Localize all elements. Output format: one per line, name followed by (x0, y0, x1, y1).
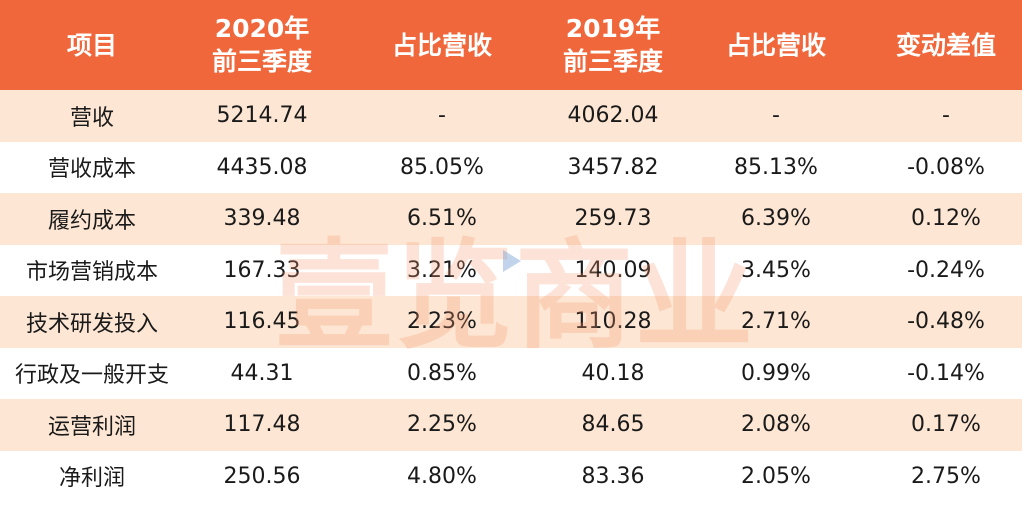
cell-diff: 0.12% (870, 193, 1022, 245)
cell-p2020: 0.85% (340, 347, 544, 399)
table-row: 技术研发投入 116.45 2.23% 110.28 2.71% -0.48% (0, 296, 1022, 348)
cell-v2020: 339.48 (184, 193, 340, 245)
cell-v2019: 40.18 (544, 347, 682, 399)
cell-p2020: 4.80% (340, 450, 544, 502)
header-2020: 2020年 前三季度 (184, 0, 340, 90)
cell-p2019: 2.05% (682, 450, 870, 502)
cell-item: 技术研发投入 (0, 296, 184, 348)
cell-diff: -0.08% (870, 141, 1022, 193)
cell-item: 行政及一般开支 (0, 347, 184, 399)
cell-v2020: 117.48 (184, 399, 340, 451)
cell-diff: 2.75% (870, 450, 1022, 502)
play-icon (503, 250, 521, 272)
cell-v2019: 259.73 (544, 193, 682, 245)
cell-v2020: 116.45 (184, 296, 340, 348)
cell-p2020: 2.25% (340, 399, 544, 451)
cell-v2020: 44.31 (184, 347, 340, 399)
table-row: 营收成本 4435.08 85.05% 3457.82 85.13% -0.08% (0, 141, 1022, 193)
table-row: 行政及一般开支 44.31 0.85% 40.18 0.99% -0.14% (0, 347, 1022, 399)
cell-item: 营收成本 (0, 141, 184, 193)
cell-v2020: 4435.08 (184, 141, 340, 193)
cell-v2019: 84.65 (544, 399, 682, 451)
cell-p2019: 2.08% (682, 399, 870, 451)
table-row: 营收 5214.74-4062.04- - (0, 90, 1022, 142)
cell-item: 营收 (0, 90, 184, 142)
cell-p2019: 6.39% (682, 193, 870, 245)
cell-item: 市场营销成本 (0, 244, 184, 296)
cell-p2020: - (340, 90, 544, 142)
cell-p2019: 3.45% (682, 244, 870, 296)
cell-v2020: 250.56 (184, 450, 340, 502)
cell-p2020: 6.51% (340, 193, 544, 245)
header-diff: 变动差值 (870, 0, 1022, 90)
cell-v2019: 110.28 (544, 296, 682, 348)
cell-v2019: 83.36 (544, 450, 682, 502)
cell-v2019: 3457.82 (544, 141, 682, 193)
cell-p2019: - (682, 90, 870, 142)
table-row: 履约成本 339.48 6.51% 259.73 6.39% 0.12% (0, 193, 1022, 245)
table-row: 运营利润 117.48 2.25% 84.65 2.08% 0.17% (0, 399, 1022, 451)
cell-diff: 0.17% (870, 399, 1022, 451)
cell-diff: -0.48% (870, 296, 1022, 348)
cell-diff: - (870, 90, 1022, 142)
cell-p2019: 85.13% (682, 141, 870, 193)
cell-p2019: 2.71% (682, 296, 870, 348)
cell-p2019: 0.99% (682, 347, 870, 399)
cell-p2020: 85.05% (340, 141, 544, 193)
cell-item: 净利润 (0, 450, 184, 502)
cell-item: 履约成本 (0, 193, 184, 245)
header-share-2020: 占比营收 (340, 0, 544, 90)
cell-diff: -0.24% (870, 244, 1022, 296)
header-share-2019: 占比营收 (682, 0, 870, 90)
cell-v2019: 4062.04 (544, 90, 682, 142)
cell-p2020: 3.21% (340, 244, 544, 296)
header-2019: 2019年 前三季度 (544, 0, 682, 90)
cell-diff: -0.14% (870, 347, 1022, 399)
cell-item: 运营利润 (0, 399, 184, 451)
cell-p2020: 2.23% (340, 296, 544, 348)
table-header-row: 项目 2020年 前三季度 占比营收 2019年 前三季度 占比营收 变动差值 (0, 0, 1022, 90)
cell-v2020: 167.33 (184, 244, 340, 296)
cell-v2020: 5214.74 (184, 90, 340, 142)
table-row: 市场营销成本 167.33 3.21% 140.09 3.45% -0.24% (0, 244, 1022, 296)
header-item: 项目 (0, 0, 184, 90)
table-row: 净利润 250.56 4.80% 83.36 2.05% 2.75% (0, 450, 1022, 502)
cell-v2019: 140.09 (544, 244, 682, 296)
